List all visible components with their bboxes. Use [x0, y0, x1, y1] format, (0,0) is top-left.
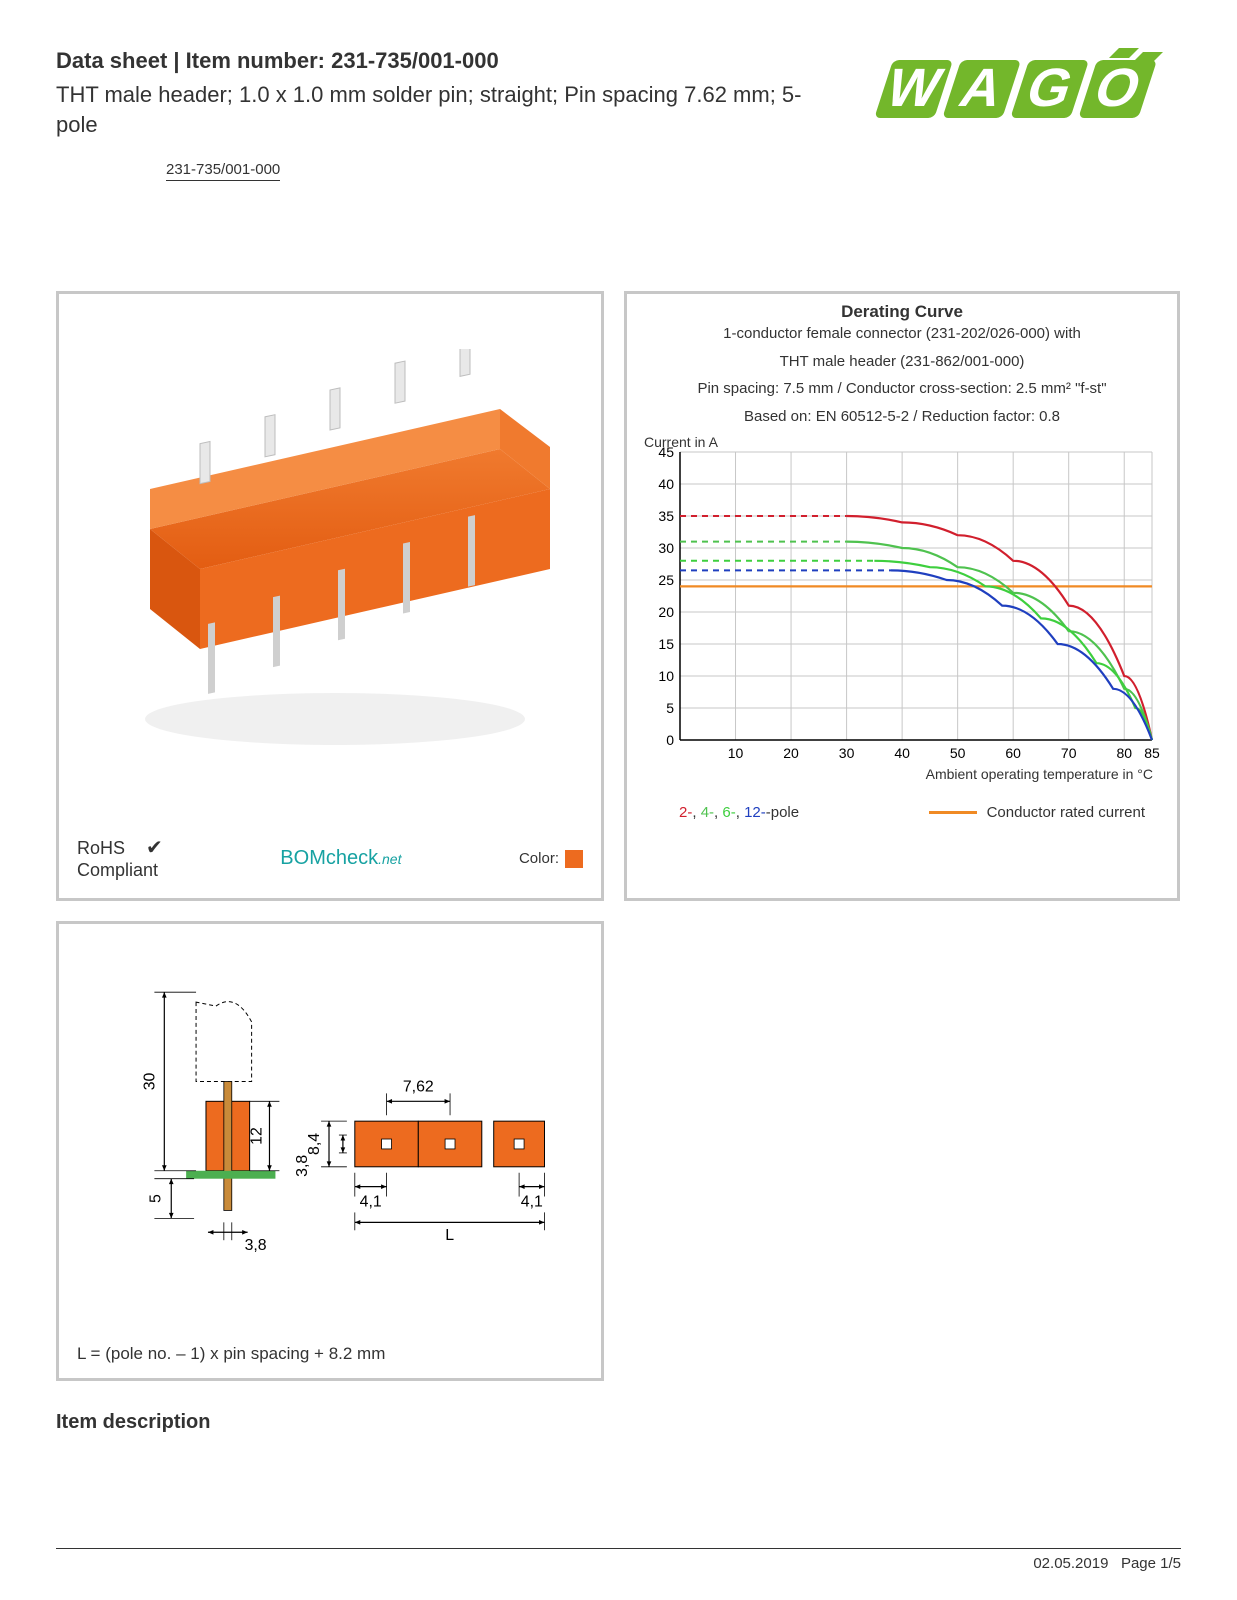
svg-text:4,1: 4,1: [521, 1194, 543, 1211]
svg-text:85: 85: [1144, 745, 1160, 761]
color-swatch: [565, 850, 583, 868]
derating-chart-panel: Derating Curve 1-conductor female connec…: [624, 291, 1180, 901]
chart-subtitle-2: THT male header (231-862/001-000): [639, 352, 1165, 372]
svg-text:3,8: 3,8: [245, 1238, 267, 1255]
svg-text:25: 25: [658, 572, 674, 588]
x-axis-title: Ambient operating temperature in °C: [639, 766, 1165, 782]
svg-text:12: 12: [249, 1127, 266, 1145]
svg-text:8,4: 8,4: [306, 1133, 323, 1155]
svg-text:5: 5: [147, 1194, 164, 1203]
svg-text:60: 60: [1005, 745, 1021, 761]
page-subtitle: THT male header; 1.0 x 1.0 mm solder pin…: [56, 80, 816, 139]
legend-line-icon: [929, 811, 977, 814]
chart-subtitle-4: Based on: EN 60512-5-2 / Reduction facto…: [639, 407, 1165, 427]
header-text: Data sheet | Item number: 231-735/001-00…: [56, 48, 816, 139]
dimensions-drawing: 301253,87,628,43,84,14,1L: [77, 938, 583, 1344]
header: Data sheet | Item number: 231-735/001-00…: [56, 48, 1181, 139]
dimensions-panel: 301253,87,628,43,84,14,1L L = (pole no. …: [56, 921, 604, 1381]
rohs-text: RoHS: [77, 838, 125, 858]
check-icon: ✔: [146, 837, 163, 859]
bomcheck-suffix: .net: [378, 851, 401, 867]
product-photo: [77, 304, 583, 832]
chart-subtitle-3: Pin spacing: 7.5 mm / Conductor cross-se…: [639, 379, 1165, 399]
footer-date: 02.05.2019: [1033, 1555, 1108, 1572]
svg-text:35: 35: [658, 508, 674, 524]
svg-text:3,8: 3,8: [294, 1155, 311, 1177]
rohs-compliant-label: RoHS ✔ Compliant: [77, 837, 163, 881]
legend-pole-2: 2-: [679, 804, 692, 821]
footer-page: Page 1/5: [1121, 1555, 1181, 1572]
legend-conductor-rated: Conductor rated current: [929, 804, 1145, 821]
chart-subtitle-1: 1-conductor female connector (231-202/02…: [639, 324, 1165, 344]
svg-text:20: 20: [658, 604, 674, 620]
svg-text:L: L: [445, 1228, 454, 1245]
page-title: Data sheet | Item number: 231-735/001-00…: [56, 48, 816, 74]
svg-text:15: 15: [658, 636, 674, 652]
legend-conductor-label: Conductor rated current: [987, 804, 1145, 821]
svg-text:40: 40: [894, 745, 910, 761]
compliance-row: RoHS ✔ Compliant BOMcheck.net Color:: [77, 833, 583, 881]
color-label: Color:: [519, 850, 559, 867]
svg-text:30: 30: [141, 1073, 158, 1091]
legend-pole-4: 4-: [701, 804, 714, 821]
chart-legend: 2-, 4-, 6-, 12--pole Conductor rated cur…: [639, 804, 1165, 821]
svg-text:7,62: 7,62: [403, 1079, 434, 1096]
svg-text:80: 80: [1116, 745, 1132, 761]
svg-text:30: 30: [839, 745, 855, 761]
chart-title: Derating Curve: [639, 302, 1165, 322]
legend-pole-suffix: -pole: [766, 804, 799, 821]
svg-text:5: 5: [666, 700, 674, 716]
svg-text:10: 10: [728, 745, 744, 761]
svg-text:0: 0: [666, 732, 674, 748]
svg-text:4,1: 4,1: [360, 1194, 382, 1211]
svg-text:W: W: [879, 57, 950, 117]
footer-divider: [56, 1548, 1181, 1549]
footer-text: 02.05.2019 Page 1/5: [56, 1555, 1181, 1572]
svg-text:30: 30: [658, 540, 674, 556]
item-number-link[interactable]: 231-735/001-000: [166, 161, 280, 181]
section-item-description: Item description: [56, 1411, 1181, 1434]
y-axis-title: Current in A: [644, 434, 718, 450]
color-indicator: Color:: [519, 850, 583, 868]
svg-text:70: 70: [1061, 745, 1077, 761]
panels-row: RoHS ✔ Compliant BOMcheck.net Color: Der…: [56, 291, 1181, 901]
page-footer: 02.05.2019 Page 1/5: [56, 1548, 1181, 1572]
legend-pole-6: 6-: [722, 804, 735, 821]
svg-text:20: 20: [783, 745, 799, 761]
chart-svg: 051015202530354045102030405060708085: [642, 434, 1162, 764]
svg-text:40: 40: [658, 476, 674, 492]
chart-plot-area: Current in A 051015202530354045102030405…: [642, 434, 1162, 764]
product-photo-panel: RoHS ✔ Compliant BOMcheck.net Color:: [56, 291, 604, 901]
svg-text:50: 50: [950, 745, 966, 761]
bomcheck-label: BOMcheck.net: [280, 847, 401, 870]
bomcheck-text: BOMcheck: [280, 847, 378, 869]
svg-text:10: 10: [658, 668, 674, 684]
legend-pole-12: 12-: [744, 804, 766, 821]
rohs-compliant-text: Compliant: [77, 860, 158, 880]
wago-logo: W A G O: [871, 48, 1181, 130]
length-formula: L = (pole no. – 1) x pin spacing + 8.2 m…: [77, 1344, 583, 1364]
legend-poles: 2-, 4-, 6-, 12--pole: [679, 804, 799, 821]
